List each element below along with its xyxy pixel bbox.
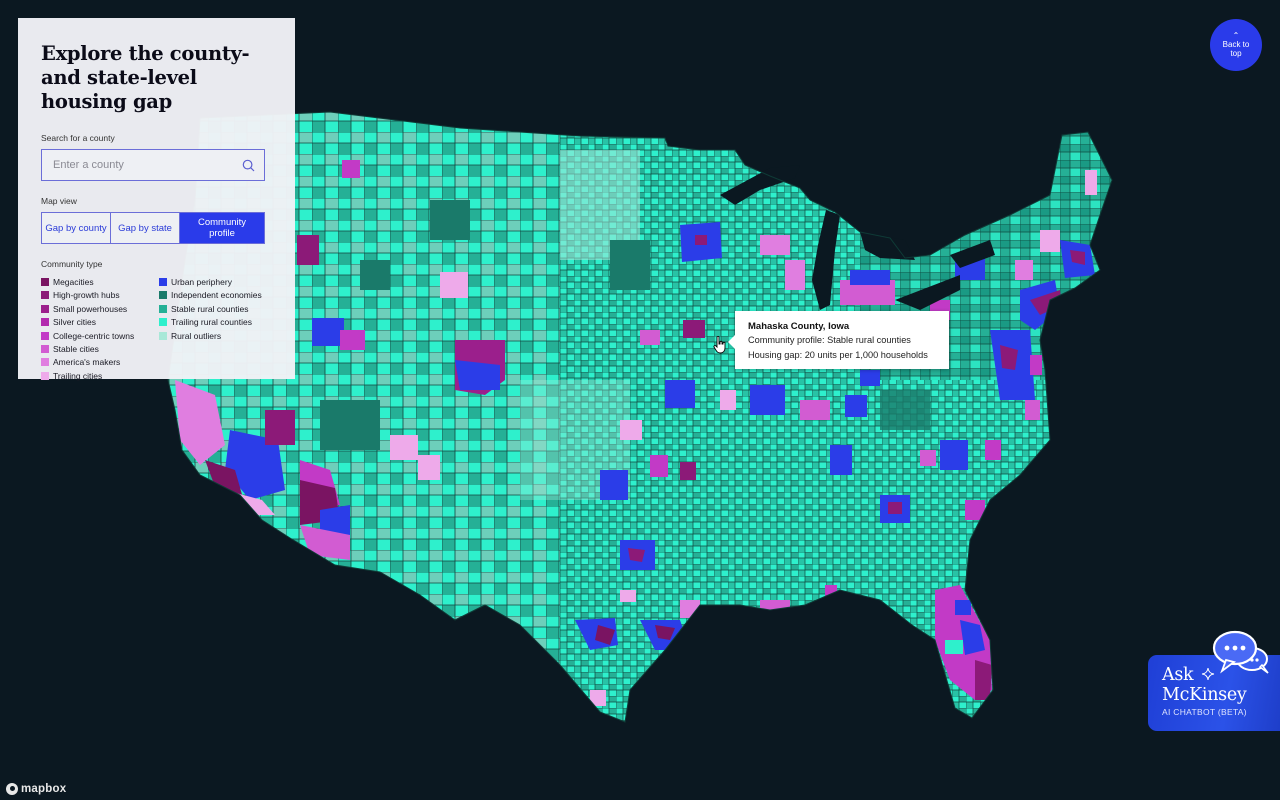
mapbox-logo-icon [6, 783, 18, 795]
sparkle-icon [1201, 667, 1214, 681]
back-to-top-button[interactable]: ⌃ Back to top [1210, 19, 1262, 71]
hand-cursor-icon [713, 336, 726, 354]
county-tooltip: Mahaska County, Iowa Community profile: … [728, 311, 949, 369]
legend-swatch [159, 331, 167, 340]
legend-item: Trailing rural counties [159, 317, 269, 327]
map-view-label: Map view [41, 196, 77, 206]
legend-swatch [159, 318, 167, 327]
map-view-toggle: Gap by county Gap by state Community pro… [41, 212, 265, 244]
legend-label: Independent economies [171, 290, 262, 301]
legend-label: Megacities [53, 277, 94, 287]
legend-swatch [41, 331, 49, 340]
county-search-input[interactable] [51, 158, 225, 172]
legend-label: Urban periphery [171, 277, 232, 287]
legend-title: Community type [41, 259, 103, 269]
legend-label: High-growth hubs [53, 290, 120, 301]
legend-label: Stable rural counties [171, 303, 249, 314]
chevron-up-icon: ⌃ [1232, 31, 1240, 40]
legend-label: Silver cities [53, 317, 96, 328]
legend-label: Stable cities [53, 343, 99, 354]
legend-item: Megacities [41, 277, 159, 287]
tab-gap-by-county[interactable]: Gap by county [42, 213, 111, 243]
legend-swatch [41, 278, 49, 286]
mapbox-attribution[interactable]: mapbox [6, 783, 66, 795]
tab-gap-by-state[interactable]: Gap by state [111, 213, 180, 243]
tab-community-profile[interactable]: Community profile [180, 213, 264, 243]
chatbot-subtitle: AI CHATBOT (BETA) [1162, 707, 1247, 717]
legend-swatch [41, 291, 49, 300]
mapbox-label: mapbox [21, 783, 67, 795]
legend-item: Independent economies [159, 290, 269, 300]
legend-item: Stable rural counties [159, 304, 269, 314]
back-to-top-label-2: top [1230, 49, 1242, 58]
chatbot-line1: Ask [1162, 665, 1194, 685]
legend-swatch [159, 291, 167, 300]
legend-swatch [41, 344, 49, 353]
legend-label: Trailing cities [53, 370, 103, 381]
legend-item: America's makers [41, 357, 159, 367]
legend-item: Stable cities [41, 344, 159, 354]
search-label: Search for a county [41, 133, 115, 143]
community-type-legend: Megacities High-growth hubs Small powerhou… [41, 277, 272, 381]
legend-item: Silver cities [41, 317, 159, 327]
legend-item: Rural outliers [159, 331, 269, 341]
tooltip-county-name: Mahaska County, Iowa [748, 321, 850, 332]
legend-swatch [41, 371, 49, 380]
great-lakes [720, 165, 995, 310]
legend-label: Small powerhouses [53, 303, 128, 314]
legend-label: America's makers [53, 357, 121, 368]
chat-bubbles-icon [1212, 630, 1269, 674]
legend-label: College-centric towns [53, 330, 135, 341]
legend-label: Trailing rural counties [171, 317, 252, 328]
legend-item: High-growth hubs [41, 290, 159, 300]
county-fill-layer [168, 112, 1112, 722]
county-search-box[interactable] [41, 149, 265, 181]
tooltip-gap: Housing gap: 20 units per 1,000 househol… [748, 350, 928, 360]
legend-swatch [159, 304, 167, 313]
legend-item: College-centric towns [41, 331, 159, 341]
legend-swatch [41, 318, 49, 327]
legend-item: Urban periphery [159, 277, 269, 287]
search-icon[interactable] [242, 159, 255, 172]
legend-swatch [41, 358, 49, 367]
legend-swatch [41, 304, 49, 313]
tooltip-profile: Community profile: Stable rural counties [748, 335, 911, 345]
back-to-top-label-1: Back to [1222, 40, 1250, 49]
control-panel: Explore the county- and state-level hous… [18, 18, 295, 381]
legend-label: Rural outliers [171, 330, 222, 341]
panel-title: Explore the county- and state-level hous… [41, 42, 250, 113]
legend-item: Trailing cities [41, 371, 159, 381]
legend-swatch [159, 278, 167, 286]
legend-item: Small powerhouses [41, 304, 159, 314]
chatbot-line2: McKinsey [1162, 685, 1247, 705]
ask-mckinsey-chatbot-button[interactable]: Ask McKinsey AI CHATBOT (BETA) [1148, 655, 1280, 731]
